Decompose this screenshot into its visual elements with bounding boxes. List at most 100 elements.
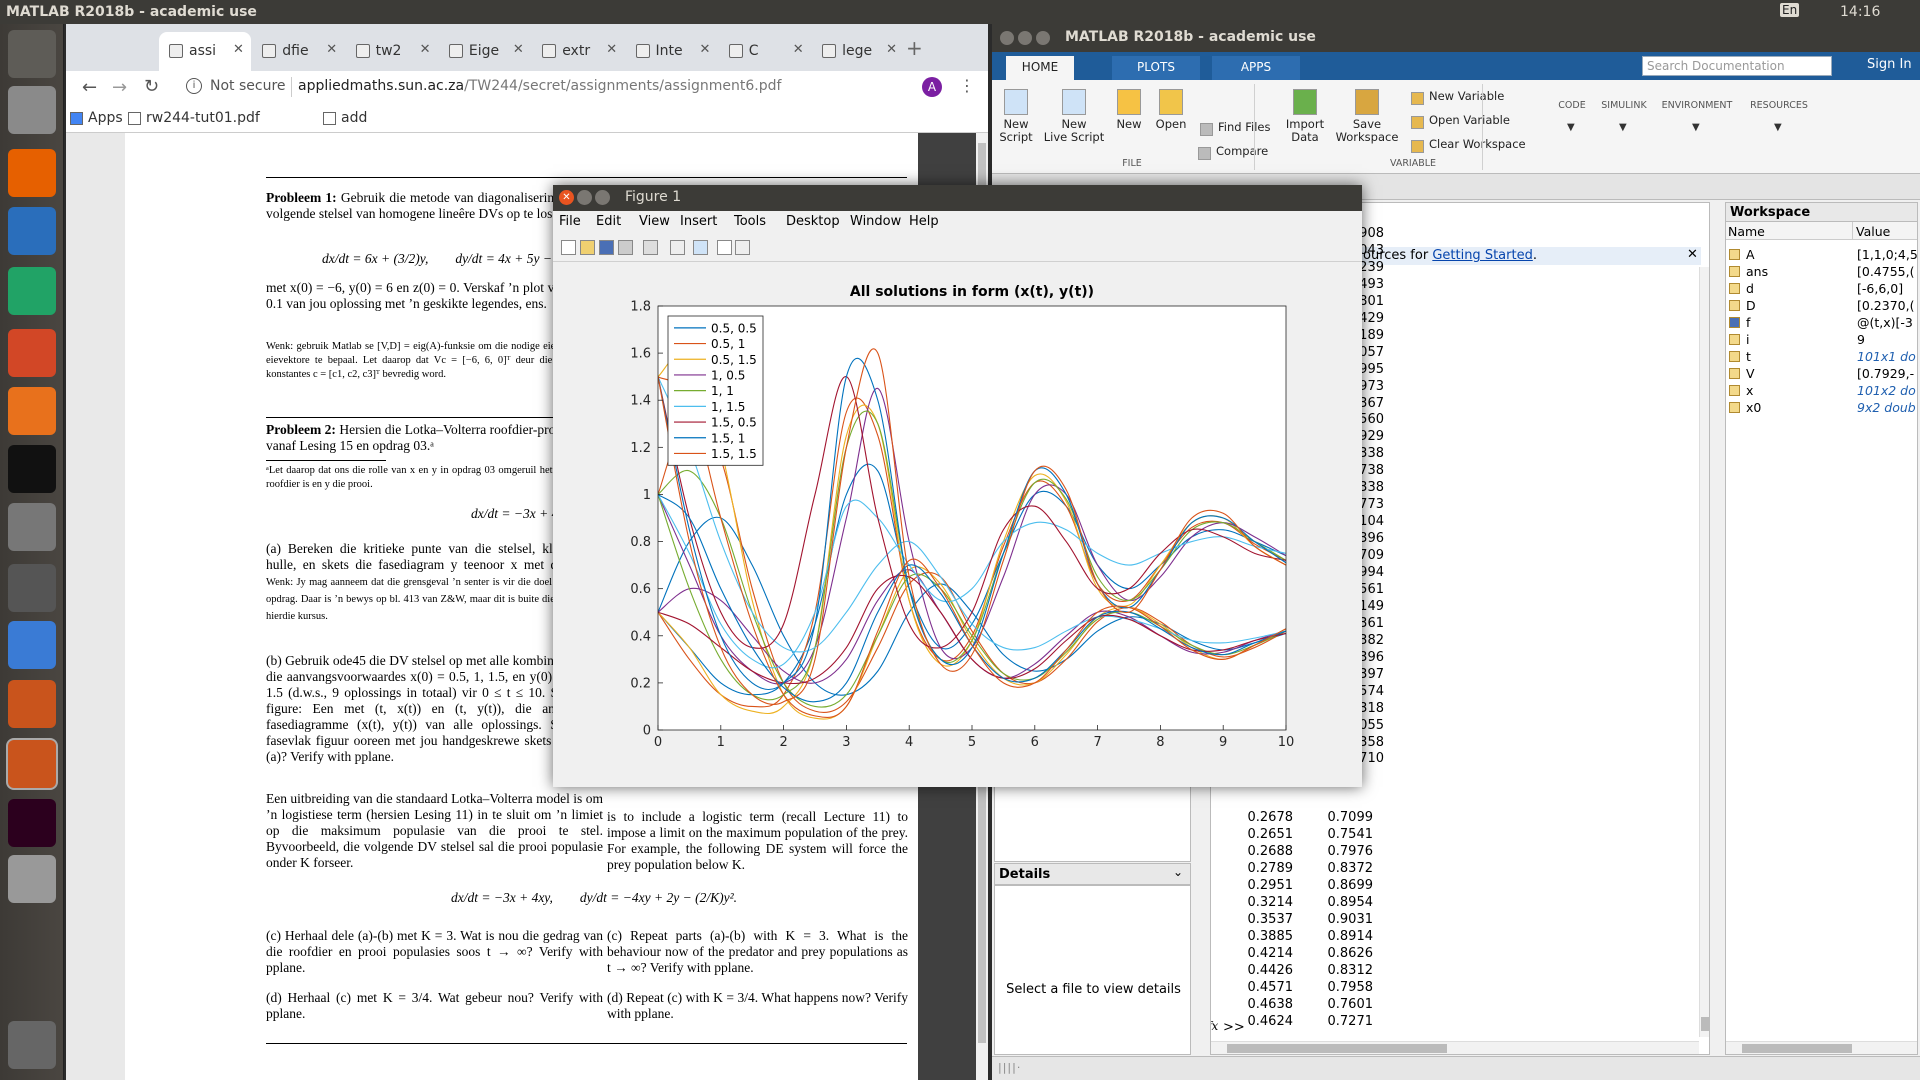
tab[interactable]: tw2 ✕ (346, 32, 438, 71)
tab[interactable]: assi ✕ (159, 32, 251, 71)
launcher-icon[interactable] (8, 799, 56, 847)
column-value[interactable]: Value (1856, 224, 1891, 239)
keyboard-layout[interactable]: En (1780, 3, 1800, 17)
variable-value[interactable]: [-6,6,0] (1857, 281, 1904, 296)
dropdown-arrow[interactable]: ▼ (1692, 122, 1700, 133)
launcher-icon[interactable] (8, 680, 56, 728)
tab-title[interactable]: tw2 (375, 43, 402, 59)
toolstrip-section[interactable]: SIMULINK (1601, 100, 1647, 111)
menu-item[interactable]: Insert (680, 214, 718, 229)
toolbar-button[interactable] (580, 240, 595, 255)
dropdown-arrow[interactable]: ▼ (1619, 122, 1627, 133)
tab-close[interactable]: ✕ (606, 42, 618, 57)
scrollbar-thumb[interactable] (1701, 1017, 1709, 1031)
close-button[interactable]: ✕ (559, 190, 574, 205)
toolbar-button[interactable] (643, 240, 658, 255)
menu-item[interactable]: View (639, 214, 670, 229)
toolstrip-tab[interactable]: APPS (1212, 56, 1300, 80)
tab[interactable]: Inte ✕ (626, 32, 718, 71)
tab[interactable]: Eige ✕ (439, 32, 531, 71)
minimize-button[interactable] (577, 190, 592, 205)
h-scrollbar[interactable] (1211, 1041, 1699, 1054)
minimize-button[interactable] (1018, 31, 1032, 45)
variable-value[interactable]: 101x2 do (1857, 383, 1916, 398)
launcher-icon[interactable] (8, 503, 56, 551)
toolbar-button[interactable] (599, 240, 614, 255)
variable-name[interactable]: V (1746, 366, 1755, 381)
clock[interactable]: 14:16 (1840, 4, 1881, 20)
variable-name[interactable]: d (1746, 281, 1754, 296)
tab-title[interactable]: Eige (468, 43, 500, 59)
variable-value[interactable]: 9 (1857, 332, 1865, 347)
toolstrip-button[interactable]: New Variable (1429, 89, 1505, 103)
toolstrip-tab[interactable]: HOME (1006, 56, 1074, 80)
variable-value[interactable]: [1,1,0;4,5 (1857, 247, 1918, 262)
scrollbar-thumb[interactable] (1742, 1044, 1852, 1053)
tab-close[interactable]: ✕ (792, 42, 804, 57)
new-tab[interactable]: + (906, 36, 923, 60)
security-state[interactable]: Not secure (210, 78, 286, 94)
tab-title[interactable]: assi (189, 43, 217, 59)
maximize-button[interactable] (595, 190, 610, 205)
toolstrip-button[interactable]: Save Workspace (1335, 117, 1399, 144)
tab-title[interactable]: lege (842, 43, 873, 59)
launcher-icon[interactable] (8, 564, 56, 612)
profile-avatar[interactable]: A (922, 77, 942, 97)
variable-value[interactable]: [0.7929,- (1857, 366, 1915, 381)
tab-close[interactable]: ✕ (233, 42, 244, 57)
reload-button[interactable]: ↻ (144, 76, 160, 97)
launcher-icon[interactable] (8, 329, 56, 377)
toolstrip-button[interactable]: Find Files (1218, 120, 1271, 134)
bookmark[interactable]: rw244-tut01.pdf (146, 110, 260, 126)
tab-close[interactable]: ✕ (512, 42, 524, 57)
info-icon[interactable]: i (186, 78, 202, 94)
toolbar-button[interactable] (561, 240, 576, 255)
fx-button[interactable]: fx (1211, 1019, 1219, 1033)
toolstrip-button[interactable]: Import Data (1285, 117, 1325, 144)
launcher-icon[interactable] (8, 387, 56, 435)
tab[interactable]: lege ✕ (812, 32, 904, 71)
maximize-button[interactable] (1036, 31, 1050, 45)
sign-in[interactable]: Sign In (1867, 57, 1912, 72)
bookmark[interactable]: Apps (88, 110, 123, 126)
variable-name[interactable]: A (1746, 247, 1755, 262)
tab-close[interactable]: ✕ (886, 42, 897, 57)
url[interactable]: appliedmaths.sun.ac.za/TW244/secret/assi… (298, 78, 781, 94)
launcher-icon[interactable] (8, 740, 56, 788)
link[interactable]: Getting Started (1432, 248, 1533, 263)
dropdown-arrow[interactable]: ▼ (1774, 122, 1782, 133)
close-banner[interactable]: ✕ (1687, 247, 1698, 262)
launcher-icon[interactable] (8, 445, 56, 493)
launcher-icon[interactable] (8, 30, 56, 78)
back-button[interactable]: ← (82, 77, 98, 98)
tab-close[interactable]: ✕ (419, 42, 431, 57)
variable-name[interactable]: i (1746, 332, 1750, 347)
launcher-icon[interactable] (8, 1021, 56, 1069)
tab-close[interactable]: ✕ (326, 42, 338, 57)
toolstrip-button[interactable]: New Live Script (1043, 117, 1105, 144)
tab[interactable]: extr ✕ (532, 32, 624, 71)
menu-item[interactable]: Edit (596, 214, 622, 229)
menu-item[interactable]: Help (909, 214, 939, 229)
variable-name[interactable]: ans (1746, 264, 1769, 279)
toolbar-button[interactable] (670, 240, 685, 255)
scrollbar-thumb[interactable] (1227, 1044, 1447, 1053)
variable-name[interactable]: t (1746, 349, 1751, 364)
tab-close[interactable]: ✕ (699, 42, 711, 57)
menu-item[interactable]: Window (850, 214, 902, 229)
launcher-icon[interactable] (8, 207, 56, 255)
forward-button[interactable]: → (112, 77, 128, 98)
variable-name[interactable]: x0 (1746, 400, 1762, 415)
toolstrip-button[interactable]: Clear Workspace (1429, 137, 1526, 151)
launcher-icon[interactable] (8, 149, 56, 197)
menu-item[interactable]: Desktop (786, 214, 840, 229)
toolstrip-section[interactable]: ENVIRONMENT (1661, 100, 1733, 111)
variable-value[interactable]: [0.4755,( (1857, 264, 1915, 279)
variable-value[interactable]: @(t,x)[-3 (1857, 315, 1913, 330)
search-box[interactable]: Search Documentation (1642, 56, 1832, 76)
h-scrollbar[interactable] (1726, 1041, 1917, 1054)
variable-name[interactable]: x (1746, 383, 1754, 398)
bookmark[interactable]: add (341, 110, 368, 126)
close-button[interactable] (1000, 31, 1014, 45)
menu-button[interactable]: ⋮ (959, 76, 975, 95)
